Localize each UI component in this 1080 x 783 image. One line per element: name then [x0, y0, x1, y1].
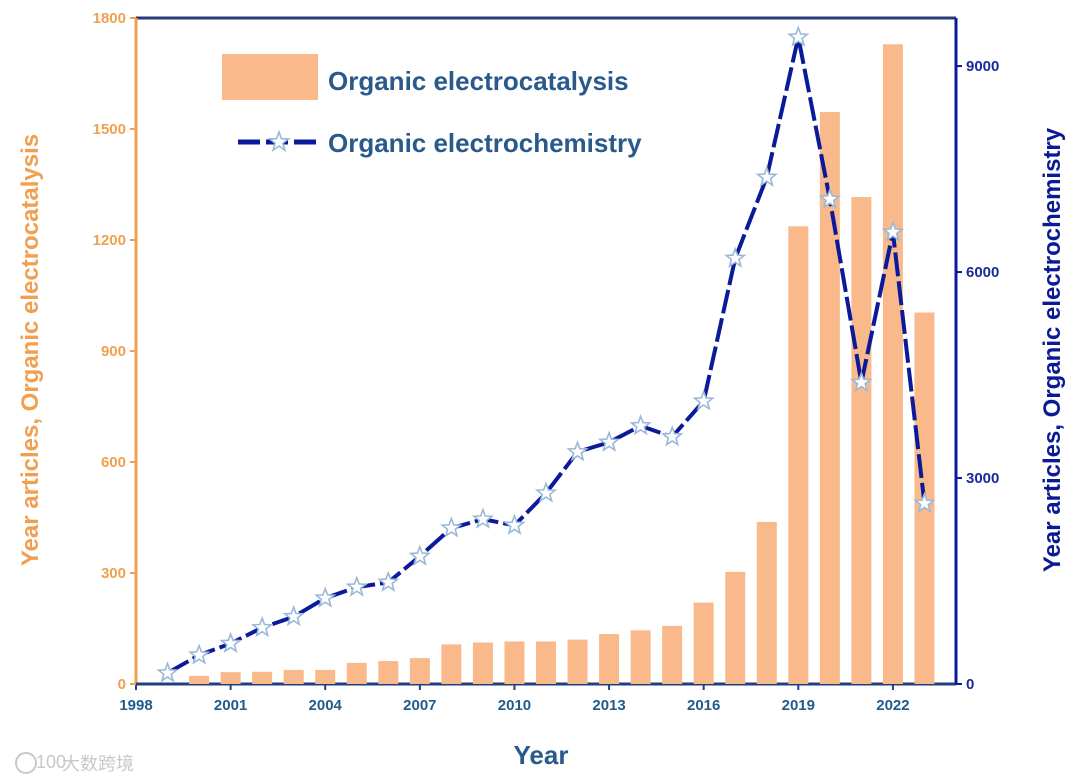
- left-tick-label: 1500: [93, 121, 126, 138]
- watermark-text: 大数跨境: [62, 754, 134, 774]
- star-marker-2009: [471, 507, 495, 529]
- left-tick-label: 900: [101, 343, 126, 360]
- right-tick-label: 9000: [966, 58, 999, 75]
- x-tick-label: 2022: [876, 697, 909, 714]
- left-tick-label: 0: [118, 676, 126, 693]
- x-tick-label: 2013: [592, 697, 625, 714]
- x-tick-label: 2010: [498, 697, 531, 714]
- bar-2012: [567, 639, 588, 684]
- star-marker-2015: [660, 425, 684, 447]
- star-marker-2022: [881, 220, 905, 242]
- watermark-logo-icon: [15, 752, 37, 774]
- star-marker-2004: [314, 586, 337, 608]
- star-marker-2014: [629, 414, 652, 436]
- star-marker-2006: [377, 570, 400, 592]
- right-tick-label: 3000: [966, 470, 999, 487]
- star-marker-2010: [503, 513, 526, 535]
- legend-star-icon: [267, 129, 291, 153]
- star-marker-2018: [755, 165, 778, 187]
- star-marker-2020: [818, 187, 842, 209]
- bar-2022: [882, 44, 903, 684]
- legend-bar-swatch: [222, 54, 318, 100]
- x-tick-label: 1998: [119, 697, 152, 714]
- axis-ticks: 1998 2001 2004 2007 2010 2013 2016 2019 2022 0 300…: [93, 10, 1000, 714]
- star-marker-2002: [250, 615, 274, 638]
- star-marker-2007: [408, 544, 432, 566]
- star-marker-2012: [566, 440, 589, 462]
- legend-label-electrocatalysis: Organic electrocatalysis: [328, 66, 629, 96]
- bar-2001: [220, 672, 241, 684]
- x-tick-label: 2004: [309, 697, 343, 714]
- right-tick-label: 6000: [966, 264, 999, 281]
- legend: Organic electrocatalysis Organic electro…: [222, 54, 642, 158]
- bar-2010: [504, 641, 525, 684]
- bar-2006: [378, 661, 399, 684]
- bar-2019: [788, 226, 809, 684]
- bar-2005: [346, 662, 367, 684]
- watermark: 100 大数跨境: [15, 752, 134, 774]
- left-tick-label: 600: [101, 454, 126, 471]
- bar-2020: [819, 111, 840, 685]
- star-marker-2023: [913, 491, 936, 513]
- left-axis-title: Year articles, Organic electrocatalysis: [17, 134, 44, 566]
- right-axis-title: Year articles, Organic electrochemistry: [1039, 127, 1066, 572]
- bar-2011: [536, 641, 556, 684]
- star-marker-2021: [850, 370, 873, 393]
- star-marker-2013: [597, 430, 621, 452]
- star-marker-2011: [534, 481, 558, 503]
- star-marker-2019: [787, 25, 810, 47]
- bar-2016: [693, 602, 714, 684]
- star-marker-2000: [187, 643, 211, 665]
- bar-2003: [283, 669, 304, 684]
- star-marker-2003: [282, 604, 305, 627]
- bar-2009: [472, 642, 493, 684]
- bar-2017: [725, 571, 746, 684]
- star-marker-2016: [692, 389, 715, 411]
- left-tick-label: 1800: [93, 10, 126, 27]
- star-marker-2005: [345, 575, 368, 597]
- x-tick-label: 2016: [687, 697, 720, 714]
- left-tick-label: 1200: [93, 232, 126, 249]
- bar-2004: [315, 669, 336, 684]
- watermark-logo-text: 100: [36, 752, 66, 772]
- bar-2013: [599, 634, 620, 684]
- bar-2002: [252, 671, 273, 684]
- legend-label-electrochemistry: Organic electrochemistry: [328, 128, 642, 158]
- right-tick-label: 0: [966, 676, 974, 693]
- bar-2015: [662, 625, 683, 684]
- star-marker-1999: [156, 661, 179, 683]
- star-marker-2017: [724, 246, 747, 268]
- x-axis-title: Year: [514, 740, 569, 770]
- bar-series: [189, 44, 935, 685]
- bar-2007: [409, 658, 430, 684]
- star-marker-2008: [440, 516, 463, 538]
- bar-2000: [189, 675, 210, 684]
- star-marker-2001: [219, 631, 242, 654]
- bar-2018: [756, 521, 777, 684]
- left-tick-label: 300: [101, 565, 126, 582]
- bar-2008: [441, 644, 462, 684]
- x-tick-label: 2019: [782, 697, 815, 714]
- line-series: [156, 25, 936, 683]
- x-tick-label: 2007: [403, 697, 436, 714]
- bar-2014: [630, 630, 651, 684]
- x-tick-label: 2001: [214, 697, 247, 714]
- bar-2021: [851, 197, 872, 684]
